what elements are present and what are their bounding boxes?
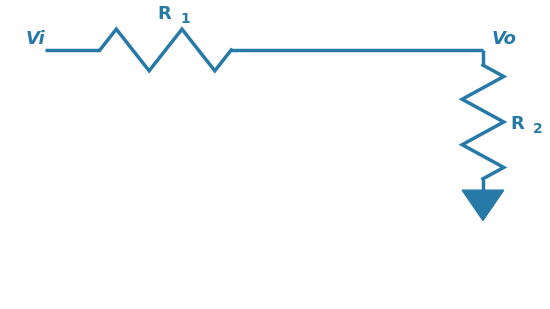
Text: Vo: Vo — [491, 30, 516, 48]
Text: Vi: Vi — [26, 30, 46, 48]
Text: 2: 2 — [534, 122, 543, 136]
Text: R: R — [157, 6, 171, 23]
Polygon shape — [462, 190, 504, 221]
Text: 1: 1 — [180, 12, 190, 26]
Text: R: R — [510, 115, 524, 133]
